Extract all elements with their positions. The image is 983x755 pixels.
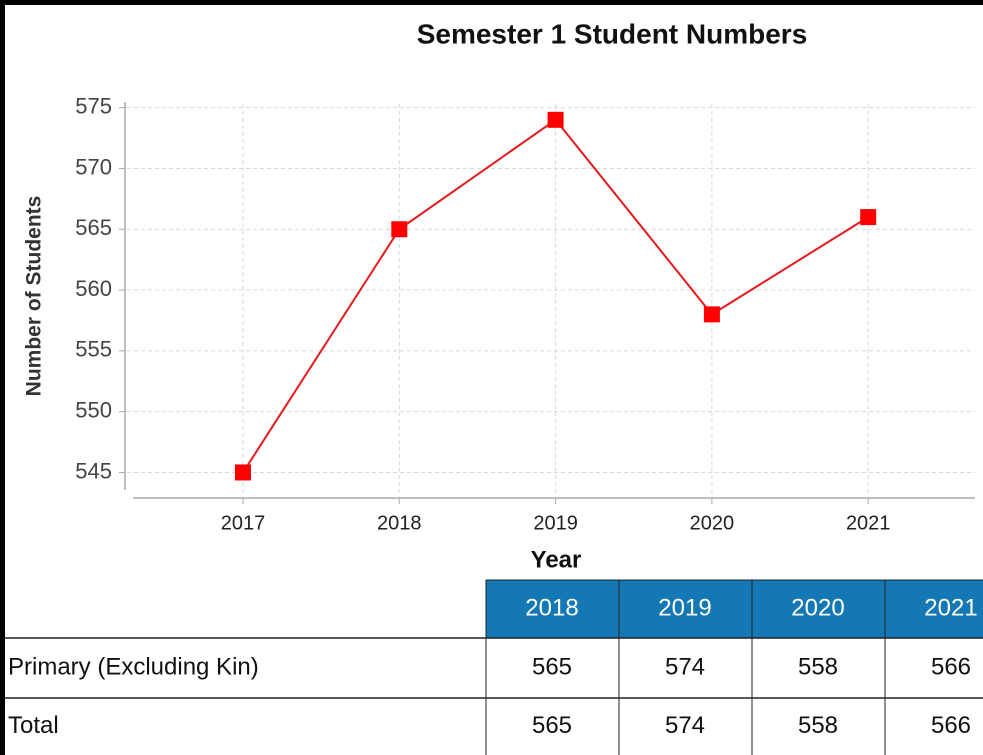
- x-tick-label: 2018: [377, 512, 422, 534]
- y-tick-label: 550: [75, 397, 112, 422]
- y-axis-label: Number of Students: [23, 196, 46, 397]
- y-tick-label: 565: [75, 215, 112, 240]
- marker: [391, 221, 408, 238]
- table-cell: 566: [931, 712, 971, 739]
- background: [5, 5, 983, 755]
- table-header: 2018: [525, 594, 578, 621]
- x-tick-label: 2021: [846, 512, 891, 534]
- table-header: 2021: [924, 594, 977, 621]
- table-cell: 566: [931, 653, 971, 680]
- table-cell: 574: [665, 712, 705, 739]
- y-tick-label: 545: [75, 458, 112, 483]
- x-tick-label: 2017: [221, 512, 266, 534]
- chart-title: Semester 1 Student Numbers: [417, 18, 808, 49]
- marker: [547, 111, 564, 128]
- table-header: 2019: [658, 594, 711, 621]
- table-cell: 558: [798, 712, 838, 739]
- x-tick-label: 2020: [690, 512, 735, 534]
- marker: [703, 306, 720, 323]
- table-header-bg: [486, 580, 983, 638]
- row-label: Primary (Excluding Kin): [8, 653, 259, 680]
- table-header: 2020: [791, 594, 844, 621]
- x-axis-label: Year: [531, 546, 582, 573]
- table-cell: 574: [665, 653, 705, 680]
- table-cell: 565: [532, 712, 572, 739]
- marker: [860, 209, 877, 226]
- y-tick-label: 570: [75, 154, 112, 179]
- y-tick-label: 575: [75, 93, 112, 118]
- table-cell: 565: [532, 653, 572, 680]
- y-tick-label: 555: [75, 337, 112, 362]
- x-tick-label: 2019: [533, 512, 578, 534]
- row-label: Total: [8, 712, 59, 739]
- marker: [235, 464, 251, 481]
- y-tick-label: 560: [75, 276, 112, 301]
- table-cell: 558: [798, 653, 838, 680]
